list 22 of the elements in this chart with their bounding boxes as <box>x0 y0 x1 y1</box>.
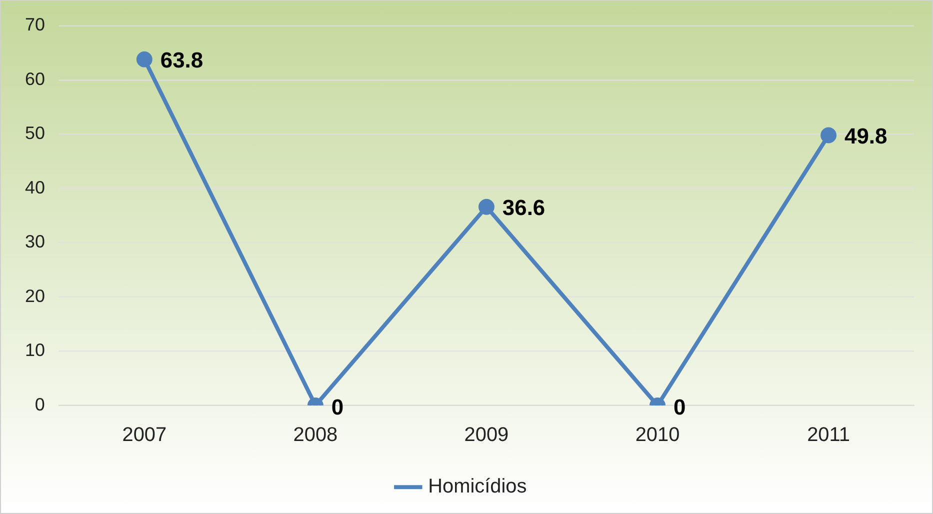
data-label: 49.8 <box>844 123 888 148</box>
y-tick-label: 0 <box>34 394 45 414</box>
y-tick-label: 40 <box>24 177 45 198</box>
x-tick-label: 2008 <box>293 424 338 446</box>
data-label: 0 <box>673 394 686 420</box>
data-label: 63.8 <box>160 47 204 72</box>
y-tick-label: 60 <box>24 68 45 89</box>
x-tick-label: 2011 <box>807 424 850 446</box>
y-tick-label: 20 <box>24 286 45 306</box>
point <box>136 51 152 68</box>
data-label: 36.6 <box>502 194 546 220</box>
point <box>820 127 837 144</box>
y-tick-label: 70 <box>24 14 45 35</box>
data-label: 0 <box>331 394 344 420</box>
x-tick-label: 2009 <box>464 424 509 446</box>
x-tick-label: 2007 <box>122 424 167 446</box>
y-tick-label: 50 <box>24 123 45 144</box>
y-tick-label: 10 <box>24 340 45 360</box>
y-tick-label: 30 <box>24 232 45 252</box>
legend-label: Homicídios <box>428 476 527 498</box>
x-tick-label: 2010 <box>635 424 680 446</box>
point <box>478 198 494 215</box>
